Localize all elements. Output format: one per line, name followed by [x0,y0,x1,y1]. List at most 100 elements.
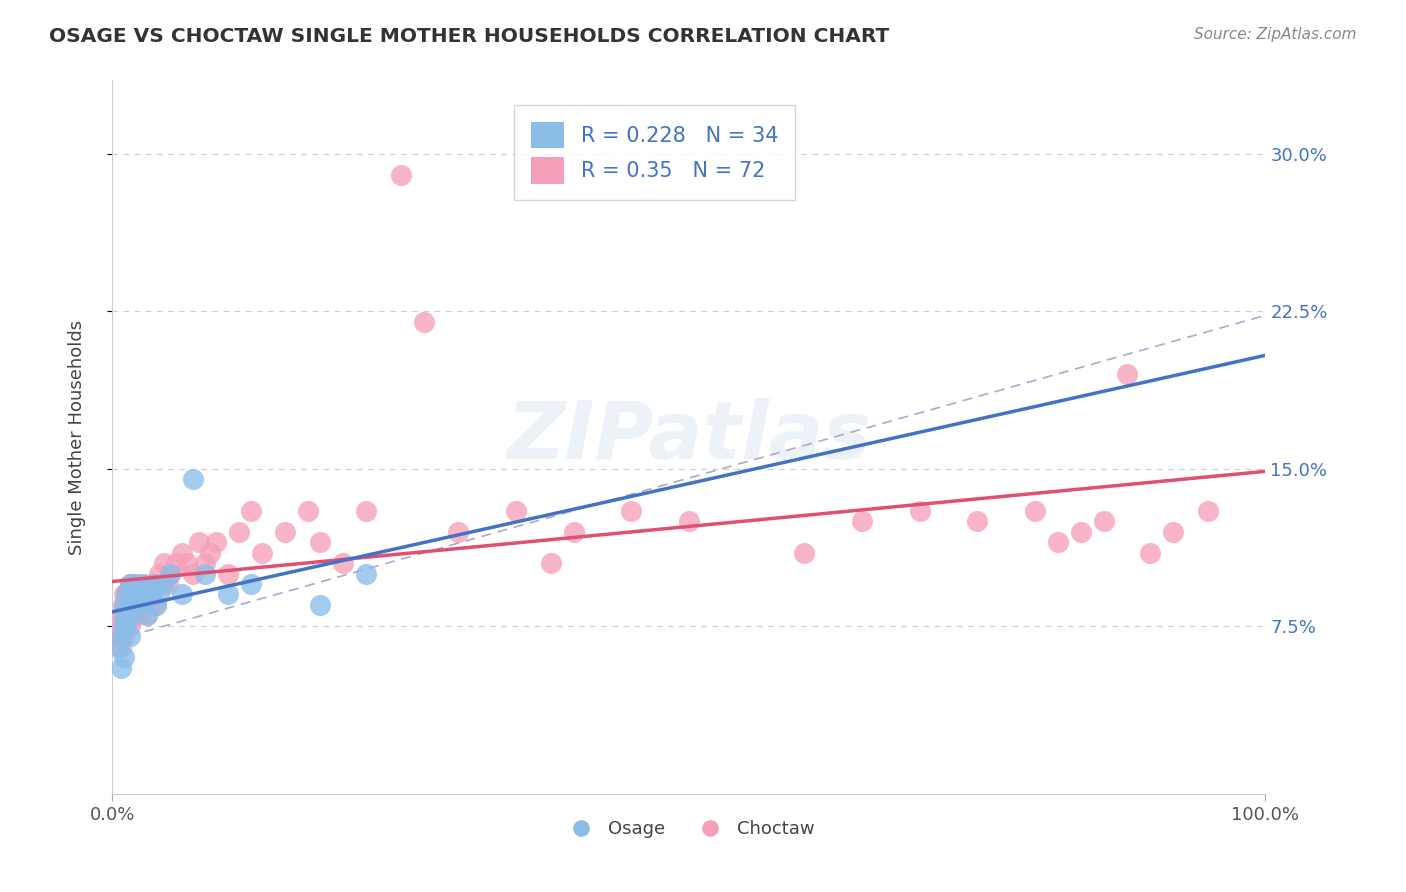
Point [200,545,222,559]
Point [170,545,193,559]
Point [110,661,132,675]
Point [181,566,204,581]
Point [111,608,134,623]
Point [117,598,139,612]
Point [142,577,165,591]
Point [354,503,377,517]
Point [142,577,165,591]
Point [188,535,211,549]
Point [115,587,138,601]
Legend: Osage, Choctaw: Osage, Choctaw [555,814,823,846]
Point [112,630,135,644]
Point [107,640,129,654]
Point [165,556,187,570]
Text: Source: ZipAtlas.com: Source: ZipAtlas.com [1194,27,1357,42]
Point [124,587,146,601]
Point [118,577,141,591]
Point [1116,367,1139,381]
Point [148,566,170,581]
Point [148,587,170,601]
Point [111,619,134,633]
Point [149,577,172,591]
Point [1197,503,1219,517]
Point [115,587,138,601]
Point [124,587,146,601]
Point [205,535,228,549]
Point [309,535,332,549]
Point [194,556,217,570]
Point [181,472,204,486]
Point [129,598,153,612]
Point [153,556,176,570]
Point [194,566,217,581]
Point [138,598,160,612]
Point [1070,524,1092,539]
Point [124,598,146,612]
Point [118,598,141,612]
Point [412,315,434,329]
Point [793,545,815,559]
Point [1139,545,1161,559]
Point [309,598,332,612]
Point [252,545,274,559]
Point [145,598,167,612]
Point [540,556,562,570]
Point [217,566,239,581]
Point [620,503,643,517]
Point [118,577,141,591]
Point [118,598,141,612]
Point [127,598,149,612]
Point [111,598,134,612]
Point [1092,514,1115,528]
Point [505,503,527,517]
Point [562,524,585,539]
Point [134,577,156,591]
Point [129,577,153,591]
Point [124,587,146,601]
Point [332,556,354,570]
Point [153,577,176,591]
Y-axis label: Single Mother Households: Single Mother Households [67,319,86,555]
Text: ZIPatlas: ZIPatlas [506,398,872,476]
Point [115,608,138,623]
Point [966,514,988,528]
Point [156,577,179,591]
Point [122,598,145,612]
Point [122,598,145,612]
Point [908,503,931,517]
Point [127,608,149,623]
Point [122,577,145,591]
Point [239,503,262,517]
Point [107,630,129,644]
Point [170,587,193,601]
Point [124,598,146,612]
Point [239,577,262,591]
Point [112,598,135,612]
Point [159,566,181,581]
Point [118,630,141,644]
Point [354,566,377,581]
Point [112,650,135,665]
Point [389,168,412,182]
Point [129,587,153,601]
Point [112,608,135,623]
Point [111,630,134,644]
Point [176,556,198,570]
Point [1046,535,1069,549]
Point [124,577,146,591]
Point [139,587,162,601]
Point [136,587,159,601]
Point [136,608,159,623]
Point [159,566,181,581]
Point [145,598,167,612]
Point [851,514,873,528]
Point [112,587,135,601]
Text: OSAGE VS CHOCTAW SINGLE MOTHER HOUSEHOLDS CORRELATION CHART: OSAGE VS CHOCTAW SINGLE MOTHER HOUSEHOLD… [49,27,890,45]
Point [129,587,153,601]
Point [1024,503,1046,517]
Point [138,587,160,601]
Point [274,524,297,539]
Point [297,503,319,517]
Point [136,608,159,623]
Point [118,619,141,633]
